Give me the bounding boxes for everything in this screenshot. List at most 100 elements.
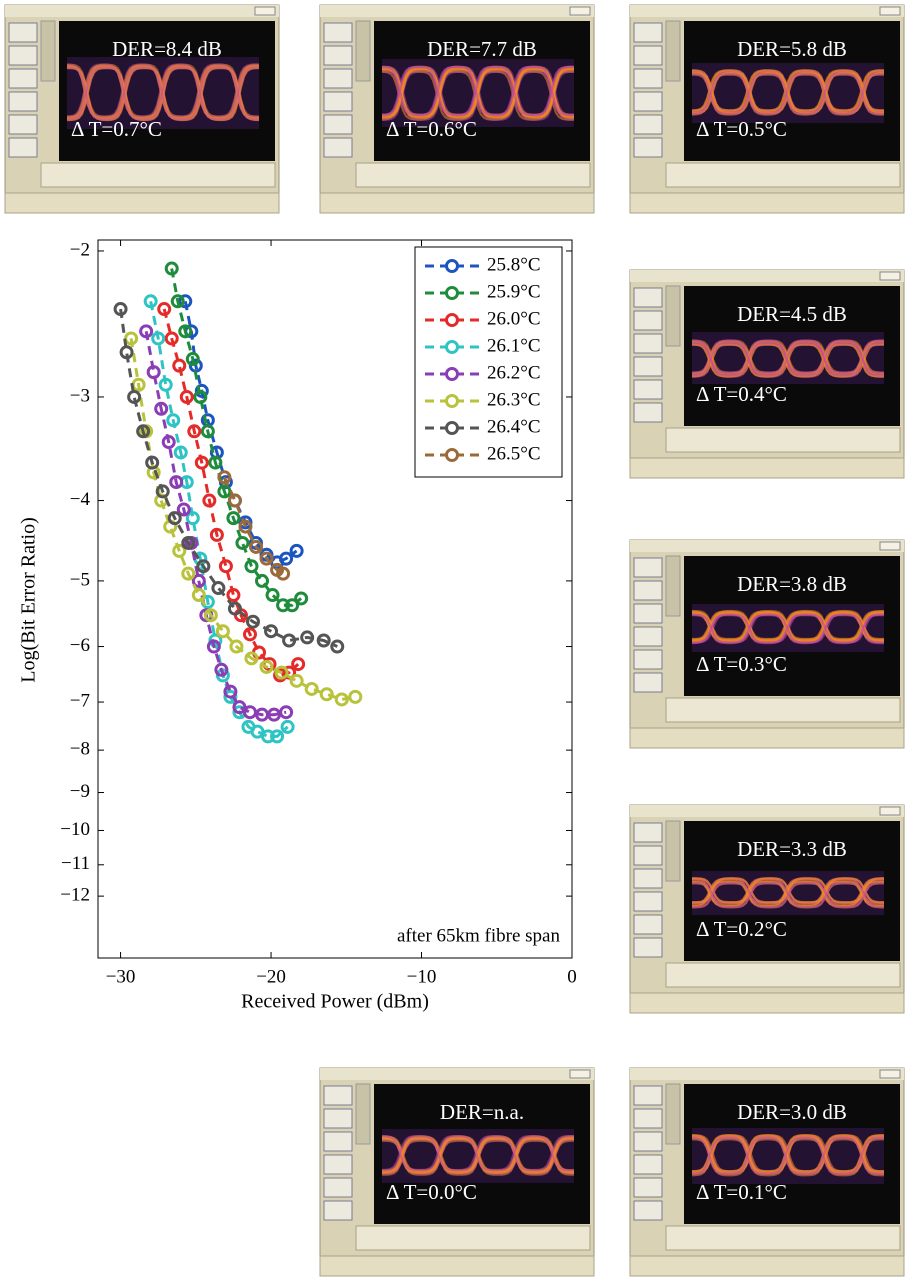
legend-marker (445, 367, 459, 381)
side-button (633, 402, 663, 423)
data-point (276, 598, 291, 613)
data-point (173, 445, 188, 460)
y-tick-label: −7 (70, 690, 90, 711)
status-bar (629, 727, 905, 749)
menu-bar (320, 1068, 594, 1080)
legend-label: 26.1°C (487, 335, 541, 356)
data-point (145, 455, 160, 470)
data-point (187, 424, 202, 439)
side-button (633, 891, 663, 912)
side-button (633, 310, 663, 331)
side-button (633, 45, 663, 66)
data-point (259, 551, 274, 566)
side-button (633, 1177, 663, 1198)
data-point (172, 358, 187, 373)
data-point (279, 551, 294, 566)
eye-panel: DER=3.8 dB Δ T=0.3°C (629, 539, 905, 749)
side-button (323, 45, 353, 66)
data-point (166, 413, 181, 428)
data-point (227, 601, 242, 616)
side-button (633, 845, 663, 866)
window-button (879, 1069, 901, 1079)
legend-marker (445, 448, 459, 462)
window-button (879, 806, 901, 816)
data-point (202, 493, 217, 508)
delta-t-label: Δ T=0.3°C (696, 652, 787, 676)
side-button (8, 114, 38, 135)
y-tick-label: −10 (60, 819, 90, 840)
data-point (194, 455, 209, 470)
data-point (176, 502, 191, 517)
side-button (633, 603, 663, 624)
eye-trace (691, 1137, 885, 1176)
data-point (276, 566, 291, 581)
window-button (569, 1069, 591, 1079)
data-point (161, 435, 176, 450)
eye-panel: DER=4.5 dB Δ T=0.4°C (629, 269, 905, 479)
data-point (127, 389, 142, 404)
x-tick-label: 0 (567, 966, 577, 987)
legend-label: 26.0°C (487, 308, 541, 329)
data-point (158, 377, 173, 392)
eye-trace (691, 610, 885, 641)
data-point (223, 684, 238, 699)
y-tick-label: −6 (70, 635, 90, 656)
data-point (191, 588, 206, 603)
y-tick-label: −11 (61, 853, 90, 874)
side-button (633, 356, 663, 377)
data-point (194, 383, 209, 398)
menu-bar (630, 805, 904, 817)
data-point (124, 331, 139, 346)
der-label: DER=3.3 dB (737, 837, 847, 861)
side-button (633, 287, 663, 308)
y-tick-label: −2 (70, 239, 90, 260)
side-button (633, 379, 663, 400)
x-tick-label: −30 (106, 966, 136, 987)
data-point (167, 511, 182, 526)
data-point (214, 662, 229, 677)
series-line (223, 476, 284, 575)
der-label: DER=8.4 dB (112, 37, 222, 61)
der-label: DER=7.7 dB (427, 37, 537, 61)
data-point (304, 681, 319, 696)
side-button (633, 649, 663, 670)
legend-marker (445, 421, 459, 435)
side-button (323, 1177, 353, 1198)
data-point (146, 365, 161, 380)
tab-strip (665, 820, 681, 882)
legend-label: 25.8°C (487, 254, 541, 275)
x-tick-label: −10 (407, 966, 437, 987)
y-axis-label: Log(Bit Error Ratio) (18, 517, 40, 683)
data-point (185, 511, 200, 526)
side-button (323, 1154, 353, 1175)
eye-panel: DER=7.7 dB Δ T=0.6°C (319, 4, 595, 214)
series-line (170, 268, 303, 607)
side-button (633, 580, 663, 601)
eye-trace (691, 880, 885, 907)
eye-trace (66, 66, 259, 121)
window-button (254, 6, 276, 16)
side-button (8, 137, 38, 158)
side-button (633, 937, 663, 958)
eye-trace (66, 64, 260, 119)
data-point (157, 302, 172, 317)
eye-trace (381, 1135, 575, 1172)
data-point (264, 624, 279, 639)
window-button (879, 541, 901, 551)
delta-t-label: Δ T=0.7°C (71, 117, 162, 141)
tab-strip (40, 20, 56, 82)
x-axis-label: Received Power (dBm) (241, 991, 429, 1013)
tab-strip (355, 20, 371, 82)
data-point (291, 657, 306, 672)
window-button (879, 6, 901, 16)
y-tick-label: −5 (70, 569, 90, 590)
eye-trace (691, 343, 885, 378)
data-point (208, 633, 223, 648)
status-bar (629, 192, 905, 214)
legend-label: 26.5°C (487, 443, 541, 464)
data-point (178, 324, 193, 339)
side-button (633, 1085, 663, 1106)
status-area (40, 162, 276, 188)
tab-strip (665, 555, 681, 617)
data-point (249, 539, 263, 554)
